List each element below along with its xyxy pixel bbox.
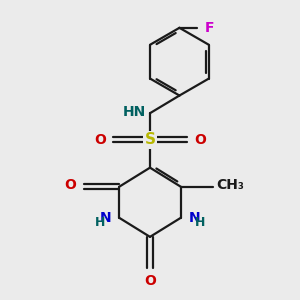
Text: O: O <box>194 133 206 147</box>
Text: H: H <box>195 216 206 229</box>
Text: N: N <box>188 211 200 225</box>
Text: N: N <box>100 211 112 225</box>
Text: O: O <box>64 178 76 192</box>
Text: F: F <box>205 21 214 35</box>
Text: S: S <box>145 132 155 147</box>
Text: CH₃: CH₃ <box>216 178 244 192</box>
Text: O: O <box>144 274 156 288</box>
Text: O: O <box>94 133 106 147</box>
Text: H: H <box>94 216 105 229</box>
Text: HN: HN <box>122 105 146 119</box>
